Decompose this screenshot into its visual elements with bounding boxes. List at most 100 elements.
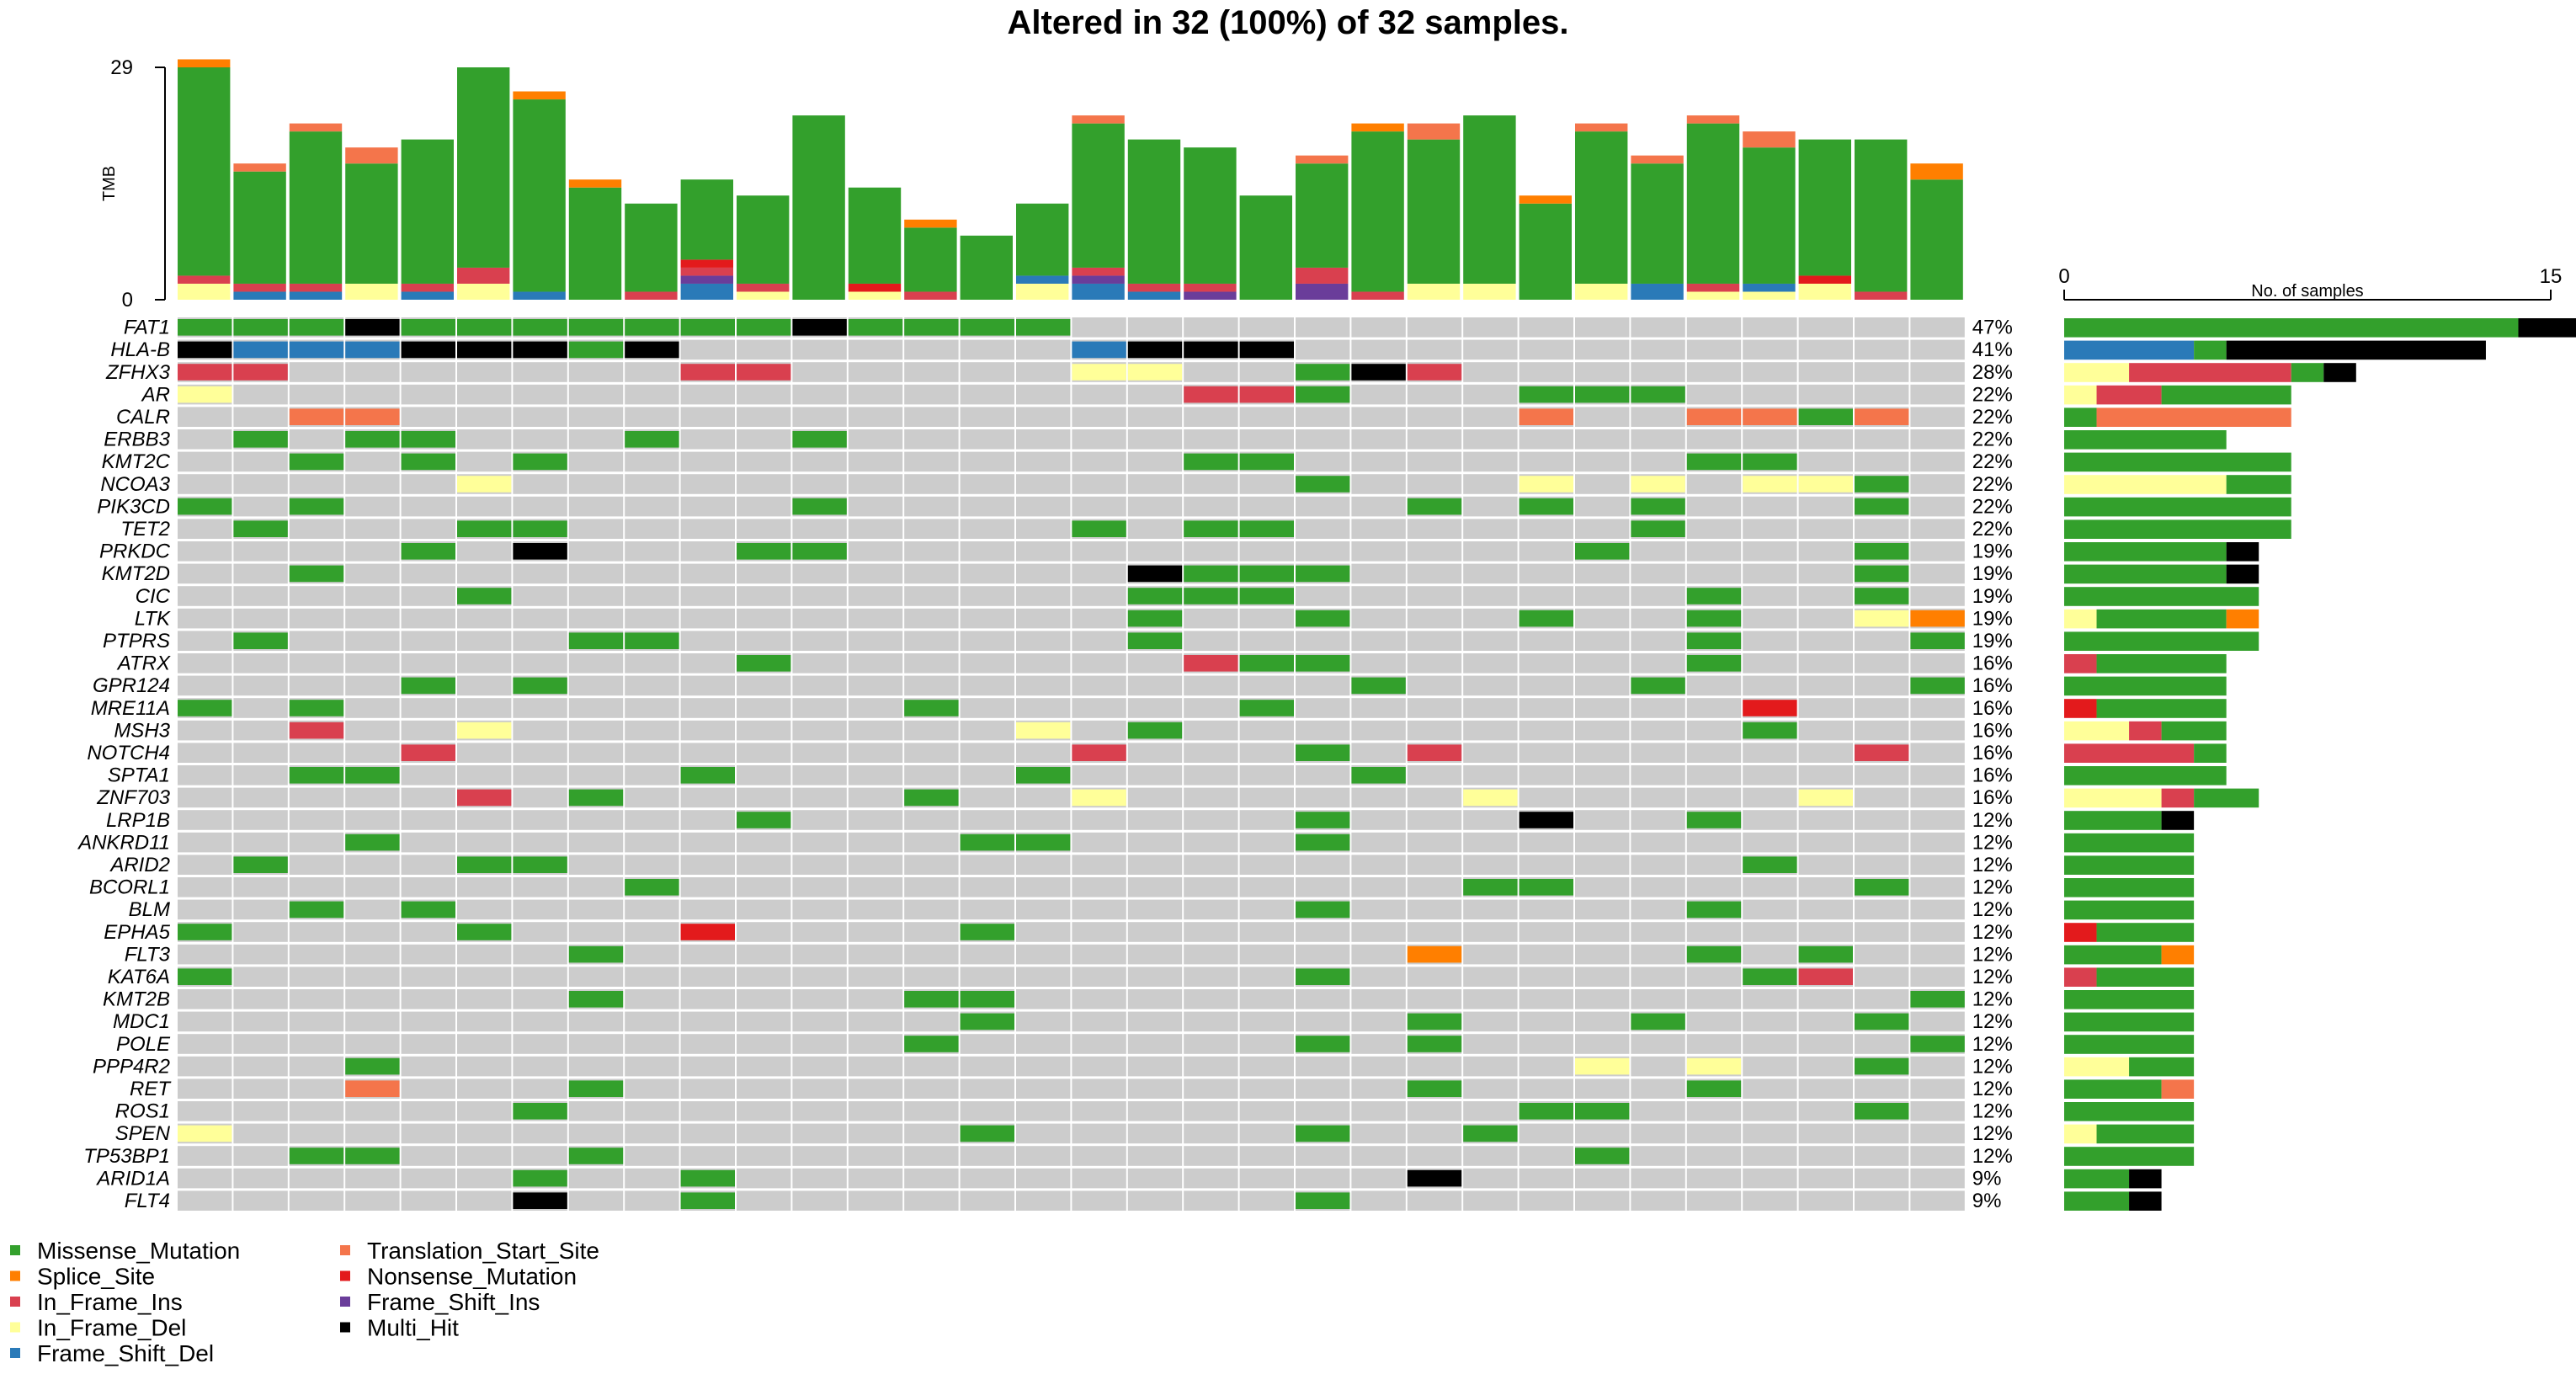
matrix-cell bbox=[625, 608, 679, 629]
matrix-cell bbox=[1296, 855, 1350, 875]
mutation-cic-s6-missense-mutation bbox=[457, 588, 512, 604]
matrix-cell bbox=[1910, 787, 1965, 808]
matrix-cell bbox=[233, 675, 288, 696]
matrix-cell bbox=[904, 944, 959, 965]
matrix-cell bbox=[1855, 698, 1909, 718]
tmb-bar-30-nonsense-mutation bbox=[1798, 275, 1851, 284]
matrix-cell bbox=[625, 474, 679, 494]
matrix-cell bbox=[737, 787, 791, 808]
mutation-zfhx3-s11-in-frame-ins bbox=[737, 364, 791, 381]
matrix-cell bbox=[848, 765, 903, 786]
mutation-calr-s28-translation-start-site bbox=[1686, 408, 1742, 425]
matrix-cell bbox=[1351, 384, 1406, 405]
matrix-cell bbox=[1798, 362, 1853, 382]
matrix-cell bbox=[1184, 810, 1238, 830]
side-bar-blm-missense-mutation bbox=[2064, 900, 2195, 920]
matrix-cell bbox=[289, 743, 344, 763]
matrix-cell bbox=[233, 1056, 288, 1077]
matrix-cell bbox=[1351, 810, 1406, 830]
mutation-kmt2b-s15-missense-mutation bbox=[960, 991, 1014, 1008]
matrix-cell bbox=[1798, 832, 1853, 853]
matrix-cell bbox=[680, 720, 735, 741]
matrix-cell bbox=[1239, 1034, 1294, 1054]
matrix-cell bbox=[792, 855, 847, 875]
matrix-cell bbox=[178, 989, 232, 1009]
matrix-cell bbox=[1239, 541, 1294, 562]
tmb-bar-15-missense-mutation bbox=[960, 235, 1013, 300]
mutation-tet2-s6-missense-mutation bbox=[457, 520, 512, 537]
matrix-cell bbox=[1855, 675, 1909, 696]
matrix-cell bbox=[1127, 1011, 1183, 1032]
matrix-cell bbox=[1743, 653, 1797, 674]
legend-swatch-in-frame-del bbox=[10, 1322, 20, 1333]
mutation-ret-s28-missense-mutation bbox=[1686, 1080, 1742, 1097]
mutation-msh3-s16-in-frame-del bbox=[1016, 722, 1071, 739]
matrix-cell bbox=[1407, 720, 1462, 741]
matrix-cell bbox=[401, 1146, 455, 1166]
matrix-cell bbox=[848, 787, 903, 808]
gene-pct-prkdc: 19% bbox=[1972, 541, 2013, 563]
matrix-cell bbox=[848, 339, 903, 360]
matrix-cell bbox=[1910, 339, 1965, 360]
matrix-cell bbox=[1407, 474, 1462, 494]
mutation-kmt2c-s19-missense-mutation bbox=[1184, 453, 1238, 471]
matrix-cell bbox=[1239, 474, 1294, 494]
matrix-cell bbox=[792, 675, 847, 696]
tmb-bar-14-in-frame-ins bbox=[904, 291, 957, 300]
matrix-cell bbox=[1127, 787, 1183, 808]
matrix-cell bbox=[960, 496, 1014, 517]
matrix-cell bbox=[1798, 1123, 1853, 1144]
matrix-cell bbox=[792, 743, 847, 763]
matrix-cell bbox=[1184, 855, 1238, 875]
mutation-msh3-s3-in-frame-ins bbox=[289, 722, 344, 739]
matrix-cell bbox=[1016, 698, 1071, 718]
gene-label-kmt2b: KMT2B bbox=[103, 988, 170, 1011]
chart-title: Altered in 32 (100%) of 32 samples. bbox=[1008, 4, 1569, 41]
matrix-cell bbox=[1910, 765, 1965, 786]
matrix-cell bbox=[848, 631, 903, 651]
matrix-cell bbox=[513, 1034, 567, 1054]
matrix-cell bbox=[1855, 765, 1909, 786]
matrix-cell bbox=[904, 631, 959, 651]
matrix-cell bbox=[792, 720, 847, 741]
tmb-bar-3-translation-start-site bbox=[289, 123, 343, 132]
gene-pct-spen: 12% bbox=[1972, 1122, 2013, 1145]
matrix-cell bbox=[457, 1034, 512, 1054]
tmb-bar-13-missense-mutation bbox=[848, 187, 902, 284]
matrix-cell bbox=[1631, 944, 1685, 965]
matrix-cell bbox=[178, 429, 232, 450]
matrix-cell bbox=[345, 877, 400, 897]
gene-pct-ar: 22% bbox=[1972, 383, 2013, 406]
matrix-cell bbox=[1407, 810, 1462, 830]
matrix-cell bbox=[457, 1123, 512, 1144]
matrix-cell bbox=[737, 563, 791, 584]
tmb-bar-28-in-frame-ins bbox=[1686, 283, 1740, 292]
matrix-cell bbox=[513, 563, 567, 584]
matrix-cell bbox=[1631, 743, 1685, 763]
mutation-hla-b-s5-multi-hit bbox=[401, 341, 455, 359]
matrix-cell bbox=[848, 989, 903, 1009]
matrix-cell bbox=[289, 541, 344, 562]
legend-label-frame-shift-del: Frame_Shift_Del bbox=[37, 1340, 214, 1366]
matrix-cell bbox=[568, 496, 624, 517]
matrix-cell bbox=[1351, 855, 1406, 875]
matrix-cell bbox=[1743, 541, 1797, 562]
mutation-arid1a-s7-missense-mutation bbox=[513, 1169, 567, 1187]
tmb-bar-7-missense-mutation bbox=[513, 99, 566, 292]
tmb-bar-2-translation-start-site bbox=[233, 163, 286, 172]
mutation-zfhx3-s21-missense-mutation bbox=[1296, 364, 1350, 381]
matrix-cell bbox=[1743, 675, 1797, 696]
matrix-cell bbox=[513, 832, 567, 853]
matrix-cell bbox=[1798, 429, 1853, 450]
matrix-cell bbox=[1910, 362, 1965, 382]
mutation-flt3-s8-missense-mutation bbox=[568, 945, 624, 963]
matrix-cell bbox=[848, 922, 903, 942]
matrix-cell bbox=[1239, 1101, 1294, 1121]
matrix-cell bbox=[1855, 720, 1909, 741]
matrix-cell bbox=[1296, 1168, 1350, 1189]
matrix-cell bbox=[1910, 877, 1965, 897]
mutation-erbb3-s2-missense-mutation bbox=[233, 431, 288, 448]
matrix-cell bbox=[457, 496, 512, 517]
mutation-tp53bp1-s8-missense-mutation bbox=[568, 1148, 624, 1164]
matrix-cell bbox=[960, 855, 1014, 875]
